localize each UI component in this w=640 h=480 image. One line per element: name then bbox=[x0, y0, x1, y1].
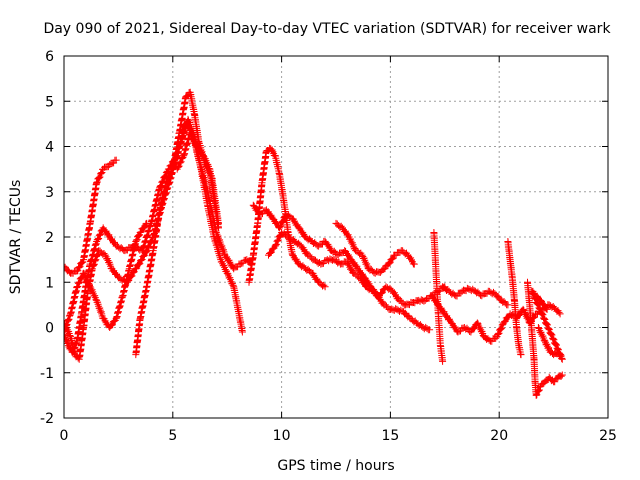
plus-marks bbox=[439, 283, 512, 309]
plus-marks bbox=[249, 201, 434, 334]
tick-labels: 0 5 10 15 20 25 -2 -1 0 1 2 3 4 5 6 bbox=[40, 49, 617, 444]
series-sat-d bbox=[64, 219, 151, 336]
y-tick-label: 4 bbox=[45, 140, 54, 156]
y-tick-label: -1 bbox=[40, 366, 54, 382]
x-tick-label: 0 bbox=[60, 428, 69, 444]
series-sat-n bbox=[504, 238, 525, 359]
y-tick-label: 3 bbox=[45, 185, 54, 201]
plus-marks bbox=[173, 129, 222, 232]
y-tick-label: 6 bbox=[45, 49, 54, 65]
x-tick-label: 5 bbox=[168, 428, 177, 444]
y-tick-label: 5 bbox=[45, 94, 54, 110]
y-tick-label: 1 bbox=[45, 275, 54, 291]
plot-area bbox=[64, 88, 566, 399]
plus-marks bbox=[332, 219, 418, 277]
x-tick-label: 15 bbox=[381, 428, 399, 444]
plot-frame bbox=[63, 55, 609, 419]
series-sat-l bbox=[439, 283, 512, 309]
series-sat-a bbox=[64, 156, 120, 277]
x-tick-label: 10 bbox=[273, 428, 291, 444]
series-sat-e bbox=[132, 88, 222, 359]
series-sat-h bbox=[249, 201, 434, 334]
y-tick-label: 0 bbox=[45, 321, 54, 337]
y-tick-label: -2 bbox=[40, 411, 54, 427]
x-tick-label: 25 bbox=[599, 428, 617, 444]
data-marks bbox=[64, 88, 566, 399]
series-sat-i bbox=[265, 229, 449, 309]
y-axis-label: SDTVAR / TECUs bbox=[8, 180, 24, 295]
plus-marks bbox=[524, 278, 566, 399]
y-tick-label: 2 bbox=[45, 230, 54, 246]
chart-title: Day 090 of 2021, Sidereal Day-to-day VTE… bbox=[43, 21, 611, 37]
series-sat-j bbox=[332, 219, 418, 277]
plus-marks bbox=[64, 219, 151, 336]
series-sat-f bbox=[173, 129, 222, 232]
plus-marks bbox=[504, 238, 525, 359]
x-tick-label: 20 bbox=[490, 428, 508, 444]
plus-marks bbox=[64, 156, 120, 277]
series-sat-p bbox=[528, 287, 566, 363]
x-axis-label: GPS time / hours bbox=[277, 458, 394, 474]
plus-marks bbox=[265, 229, 449, 309]
series-sat-o bbox=[524, 278, 566, 399]
plus-marks bbox=[528, 287, 566, 363]
plus-marks bbox=[132, 88, 222, 359]
